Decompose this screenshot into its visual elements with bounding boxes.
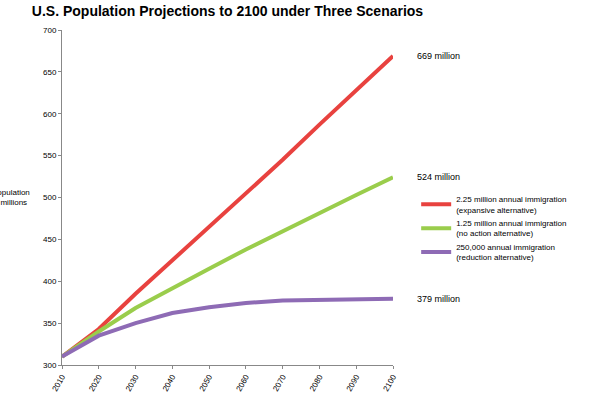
svg-text:250,000 annual immigration(red: 250,000 annual immigration(reduction alt… [456,243,555,262]
svg-text:1.25 million annual immigratio: 1.25 million annual immigration(no actio… [456,219,566,238]
svg-text:2100: 2100 [382,373,399,393]
svg-text:500: 500 [43,193,57,202]
svg-text:600: 600 [43,110,57,119]
svg-text:2040: 2040 [161,373,178,393]
svg-text:2020: 2020 [87,373,104,393]
svg-text:Populationin millions: Populationin millions [0,188,30,207]
svg-text:300: 300 [43,361,57,370]
svg-text:350: 350 [43,319,57,328]
svg-text:2.25 million annual immigratio: 2.25 million annual immigration(expansiv… [456,195,566,214]
svg-text:2070: 2070 [271,373,288,393]
svg-text:400: 400 [43,277,57,286]
svg-text:2060: 2060 [234,373,251,393]
svg-text:2080: 2080 [308,373,325,393]
svg-text:2010: 2010 [51,373,68,393]
svg-text:650: 650 [43,68,57,77]
svg-text:550: 550 [43,151,57,160]
svg-text:524 million: 524 million [417,172,460,182]
svg-text:379 million: 379 million [417,294,460,304]
svg-text:U.S. Population Projections to: U.S. Population Projections to 2100 unde… [32,3,424,19]
svg-text:2030: 2030 [124,373,141,393]
svg-text:700: 700 [43,26,57,35]
svg-text:2090: 2090 [345,373,362,393]
svg-text:669 million: 669 million [417,51,460,61]
svg-text:450: 450 [43,235,57,244]
svg-text:2050: 2050 [198,373,215,393]
